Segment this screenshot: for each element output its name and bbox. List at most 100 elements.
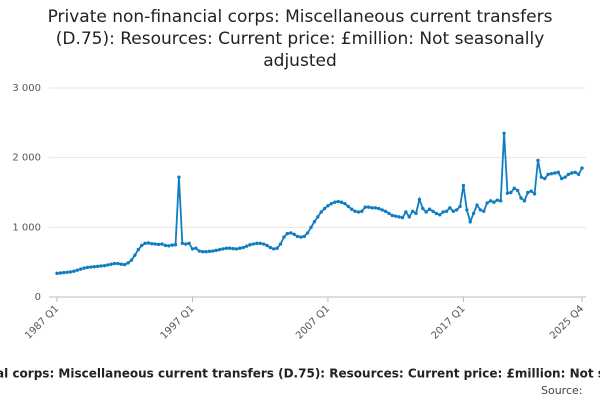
point (224, 246, 229, 250)
point (529, 189, 533, 193)
point (68, 270, 73, 274)
point (559, 176, 564, 181)
point (312, 220, 317, 224)
point (180, 241, 185, 246)
point (285, 231, 290, 236)
point (576, 172, 581, 177)
point (478, 208, 483, 212)
y-tick-label: 3 000 (12, 83, 41, 94)
point (360, 209, 364, 214)
point (109, 262, 113, 266)
point (139, 243, 144, 248)
point (366, 205, 371, 209)
point (573, 170, 577, 174)
point (170, 243, 174, 247)
point (377, 206, 381, 211)
point (404, 210, 408, 214)
point (255, 241, 259, 246)
footer-title: Private non-financial corps: Miscellaneo… (0, 367, 600, 381)
point (129, 258, 134, 262)
point (258, 241, 262, 246)
point (502, 131, 506, 135)
point (434, 211, 439, 216)
point (92, 264, 96, 269)
x-tick-label: 1987 Q1 (23, 303, 61, 341)
point (387, 211, 391, 216)
point (492, 200, 496, 204)
point (123, 262, 127, 267)
point (499, 199, 503, 203)
point (343, 201, 347, 206)
point (234, 247, 239, 251)
point (475, 203, 479, 207)
point (444, 209, 449, 214)
point (95, 264, 100, 269)
point (248, 243, 252, 247)
point (251, 242, 256, 246)
point (407, 215, 411, 219)
point (265, 243, 269, 248)
point (468, 220, 472, 224)
point (519, 196, 523, 200)
point (488, 199, 493, 203)
point (211, 249, 215, 253)
chart-title: Private non-financial corps: Miscellaneo… (47, 7, 553, 71)
point (526, 190, 530, 195)
point (204, 250, 208, 254)
point (89, 265, 93, 269)
point (410, 209, 415, 214)
point (217, 247, 222, 252)
point (309, 225, 313, 230)
point (106, 263, 110, 267)
point (177, 175, 181, 179)
point (438, 213, 442, 217)
point (356, 210, 361, 214)
point (85, 265, 90, 270)
point (397, 215, 401, 219)
point (515, 188, 520, 193)
point (441, 210, 445, 214)
point (163, 243, 168, 248)
point (231, 246, 235, 251)
point (566, 172, 571, 177)
point (417, 197, 422, 202)
point (197, 249, 201, 253)
point (505, 191, 510, 195)
point (465, 208, 469, 212)
point (451, 209, 455, 214)
point (146, 241, 151, 245)
point (289, 231, 293, 235)
point (261, 242, 266, 246)
point (546, 172, 550, 177)
point (353, 209, 357, 214)
point (339, 200, 344, 204)
point (238, 246, 242, 250)
point (241, 245, 245, 250)
point (448, 206, 452, 210)
point (336, 199, 340, 204)
point (65, 270, 69, 274)
point (79, 267, 83, 271)
point (305, 231, 310, 235)
point (536, 158, 540, 163)
point (292, 232, 296, 236)
y-tick-label: 1 000 (12, 222, 41, 233)
point (495, 198, 500, 202)
point (295, 234, 300, 239)
point (268, 245, 273, 250)
point (133, 253, 137, 257)
point (102, 263, 107, 268)
point (72, 269, 76, 273)
point (272, 247, 276, 251)
point (539, 175, 544, 179)
point (119, 262, 124, 266)
point (282, 235, 286, 239)
point (99, 264, 103, 268)
point (333, 200, 337, 204)
x-tick-label: 2007 Q1 (294, 303, 332, 341)
x-tick-label: 1997 Q1 (159, 303, 197, 341)
line (56, 133, 583, 275)
point (549, 171, 554, 176)
point (136, 247, 140, 252)
